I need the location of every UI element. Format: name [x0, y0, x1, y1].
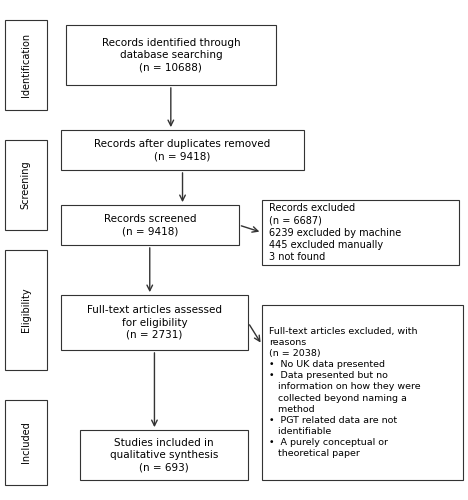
- FancyBboxPatch shape: [262, 200, 459, 265]
- FancyBboxPatch shape: [80, 430, 248, 480]
- Text: Studies included in
qualitative synthesis
(n = 693): Studies included in qualitative synthesi…: [110, 438, 218, 472]
- FancyBboxPatch shape: [5, 140, 47, 230]
- Text: Full-text articles assessed
for eligibility
(n = 2731): Full-text articles assessed for eligibil…: [87, 305, 222, 340]
- FancyBboxPatch shape: [5, 400, 47, 485]
- FancyBboxPatch shape: [61, 295, 248, 350]
- Text: Eligibility: Eligibility: [21, 288, 31, 333]
- Text: Eligibility: Eligibility: [0, 499, 1, 500]
- Text: Records after duplicates removed
(n = 9418): Records after duplicates removed (n = 94…: [95, 139, 271, 161]
- FancyBboxPatch shape: [262, 305, 463, 480]
- Text: Full-text articles excluded, with
reasons
(n = 2038)
•  No UK data presented
•  : Full-text articles excluded, with reason…: [269, 327, 421, 458]
- FancyBboxPatch shape: [61, 205, 239, 245]
- FancyBboxPatch shape: [61, 130, 304, 170]
- Text: Records excluded
(n = 6687)
6239 excluded by machine
445 excluded manually
3 not: Records excluded (n = 6687) 6239 exclude…: [269, 202, 402, 262]
- Text: Identification: Identification: [0, 499, 1, 500]
- FancyBboxPatch shape: [5, 20, 47, 110]
- Text: Screening: Screening: [21, 160, 31, 210]
- Text: Screening: Screening: [0, 499, 1, 500]
- Text: Records screened
(n = 9418): Records screened (n = 9418): [103, 214, 196, 236]
- FancyBboxPatch shape: [5, 250, 47, 370]
- FancyBboxPatch shape: [66, 25, 276, 85]
- Text: Included: Included: [0, 499, 1, 500]
- Text: Records identified through
database searching
(n = 10688): Records identified through database sear…: [102, 38, 240, 72]
- Text: Identification: Identification: [21, 33, 31, 97]
- Text: Included: Included: [21, 422, 31, 464]
